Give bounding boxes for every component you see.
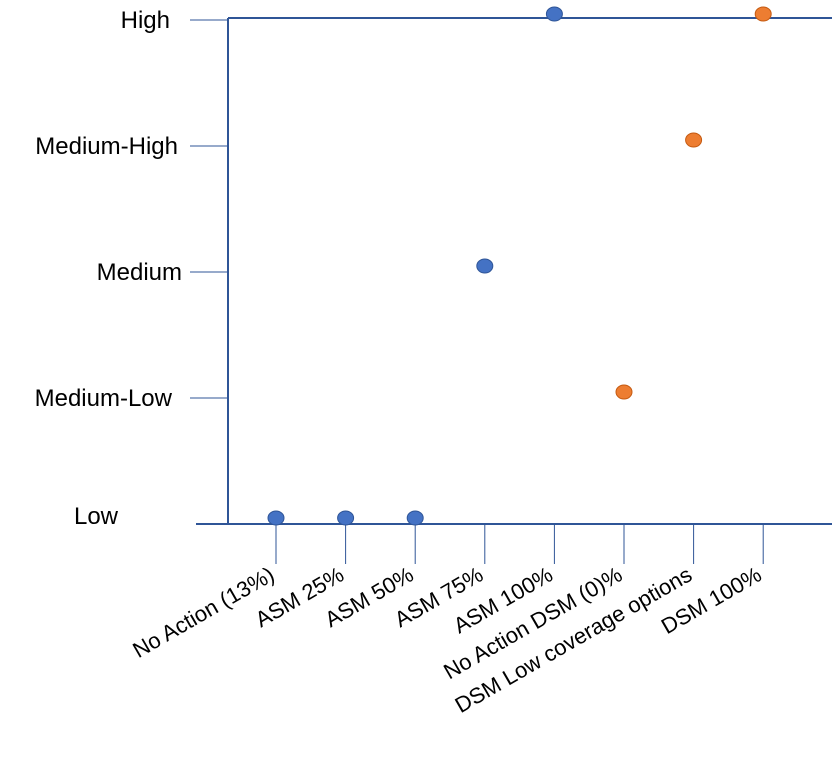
y-tick-label: Medium-High — [35, 133, 178, 160]
data-point — [685, 132, 703, 148]
data-point — [267, 510, 285, 526]
y-tick-label: High — [121, 7, 170, 34]
data-point — [615, 384, 633, 400]
x-axis: No Action (13%)ASM 25%ASM 50%ASM 75%ASM … — [128, 524, 766, 718]
data-point — [754, 6, 772, 22]
data-points — [267, 6, 772, 526]
plot-frame — [196, 17, 832, 525]
y-tick-label: Medium-Low — [35, 385, 173, 412]
y-axis: Low Medium-Low Medium Medium-High High — [35, 7, 228, 530]
data-point — [337, 510, 355, 526]
data-point — [545, 6, 563, 22]
y-tick-label: Low — [74, 503, 119, 530]
data-point — [476, 258, 494, 274]
data-point — [406, 510, 424, 526]
y-tick-label: Medium — [97, 259, 182, 286]
